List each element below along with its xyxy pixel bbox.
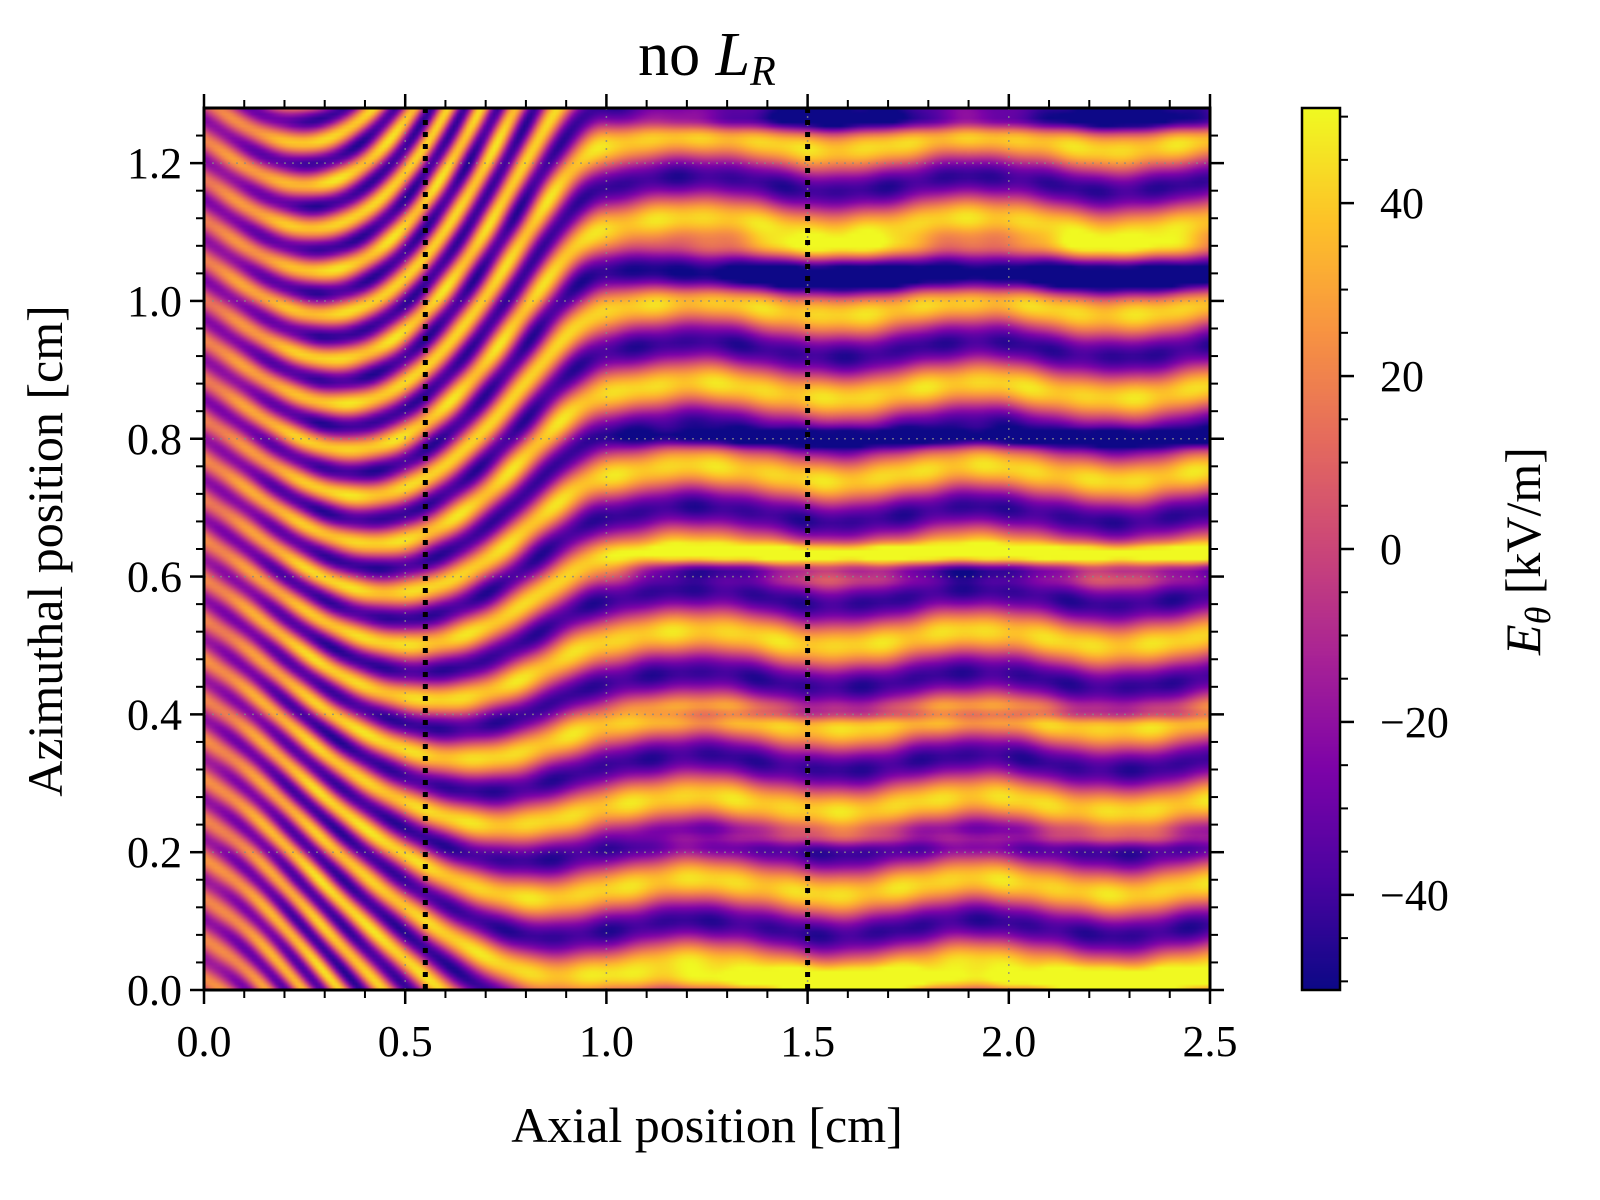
colorbar-label-sub: θ	[1518, 607, 1558, 625]
colorbar: −40 −20 0 20 40 Eθ [kV/m]	[1300, 106, 1558, 992]
title-math-sub: R	[749, 49, 776, 95]
y-tick-label: 0.2	[127, 828, 182, 877]
x-tick-label: 0.0	[177, 1017, 232, 1066]
x-tick-label: 2.5	[1183, 1017, 1238, 1066]
colorbar-label-unit: [kV/m]	[1495, 447, 1551, 607]
heatmap-image	[204, 108, 1210, 990]
plot-area: 0.0 0.5 1.0 1.5 2.0 2.5 0.0 0.2 0.4 0.6 0.8 1.0 1.2	[127, 94, 1238, 1066]
colorbar-axis: −40 −20 0 20 40	[1340, 115, 1449, 983]
colorbar-tick-label: −40	[1380, 871, 1449, 920]
y-tick-label: 1.2	[127, 139, 182, 188]
colorbar-tick-label: 20	[1380, 352, 1424, 401]
colorbar-label-symbol: E	[1495, 624, 1551, 656]
colorbar-tick-label: −20	[1380, 698, 1449, 747]
colorbar-label: Eθ [kV/m]	[1495, 447, 1558, 656]
title-text: no	[638, 21, 716, 89]
title-math: L	[715, 21, 750, 89]
x-tick-label: 1.5	[780, 1017, 835, 1066]
colorbar-tick-label: 40	[1380, 179, 1424, 228]
y-tick-label: 0.6	[127, 553, 182, 602]
y-tick-label: 0.4	[127, 690, 182, 739]
chart-title: no LR	[638, 21, 776, 95]
y-axis-label: Azimuthal position [cm]	[17, 305, 73, 797]
colorbar-gradient	[1302, 108, 1340, 990]
reference-lines	[422, 108, 811, 990]
colorbar-tick-label: 0	[1380, 525, 1402, 574]
x-tick-label: 2.0	[981, 1017, 1036, 1066]
y-tick-label: 0.8	[127, 415, 182, 464]
x-tick-label: 0.5	[378, 1017, 433, 1066]
x-axis: 0.0 0.5 1.0 1.5 2.0 2.5	[177, 94, 1238, 1066]
y-tick-label: 0.0	[127, 966, 182, 1015]
y-tick-label: 1.0	[127, 277, 182, 326]
x-tick-label: 1.0	[579, 1017, 634, 1066]
y-axis: 0.0 0.2 0.4 0.6 0.8 1.0 1.2	[127, 134, 1224, 1015]
x-axis-label: Axial position [cm]	[511, 1097, 903, 1153]
